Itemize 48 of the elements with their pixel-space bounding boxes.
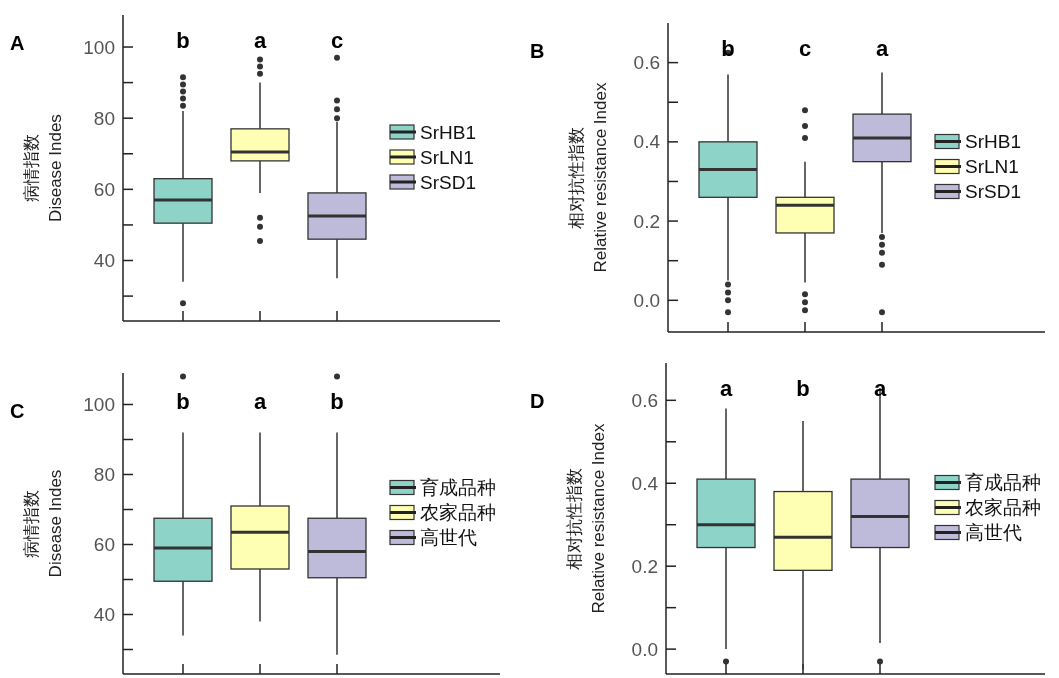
annotation: c [798,35,812,61]
annotation: b [796,375,810,401]
legend-label: 高世代 [420,527,477,548]
legend-label: 育成品种 [965,472,1041,493]
y-tick-label: 100 [83,394,115,415]
annotation: a [253,388,267,414]
y-tick-label: 0.2 [633,210,660,232]
text: A [10,32,25,54]
y-axis-title: 病情指数 Disease Indes [21,114,65,222]
legend-label: SrHB1 [420,121,476,143]
annotation: a [873,375,887,401]
text: C [10,400,25,422]
y-tick-label: 0.6 [631,389,658,411]
y-tick-label: 0.0 [633,289,660,311]
annotation: a [719,375,733,401]
y-tick-label: 80 [93,464,115,485]
y-tick-label: 40 [93,604,115,625]
y-tick-label: 60 [93,178,115,200]
annotation: a [253,27,267,53]
y-tick-label: 0.2 [631,555,658,577]
legend-label: 育成品种 [420,477,496,498]
legend-label: 高世代 [965,522,1022,543]
y-tick-label: 0.0 [631,638,658,660]
text: D [530,390,545,412]
annotation: c [330,27,344,53]
y-axis-title: 相对抗性指数 Relative resistance Index [564,423,608,614]
annotation: b [330,388,344,414]
annotation: b [176,388,190,414]
legend-label: 农家品种 [420,502,496,523]
legend-label: 农家品种 [965,497,1041,518]
y-tick-label: 60 [93,534,115,555]
y-tick-label: 100 [83,36,115,58]
annotation: b [721,35,735,61]
y-tick-label: 0.4 [633,131,661,153]
legend-label: SrHB1 [965,131,1021,152]
text: B [530,40,545,62]
y-tick-label: 0.4 [631,472,659,494]
legend-label: SrSD1 [420,171,476,193]
legend-label: SrSD1 [965,181,1021,202]
y-tick-label: 40 [93,250,115,272]
legend-label: SrLN1 [965,156,1019,177]
annotation: a [875,35,889,61]
y-axis-title: 相对抗性指数 Relative resistance Index [566,82,610,273]
y-axis-title: 病情指数 Disease Indes [21,469,65,578]
y-tick-label: 0.6 [633,52,660,74]
legend-label: SrLN1 [420,146,474,168]
annotation: b [176,27,190,53]
y-tick-label: 80 [93,107,115,129]
